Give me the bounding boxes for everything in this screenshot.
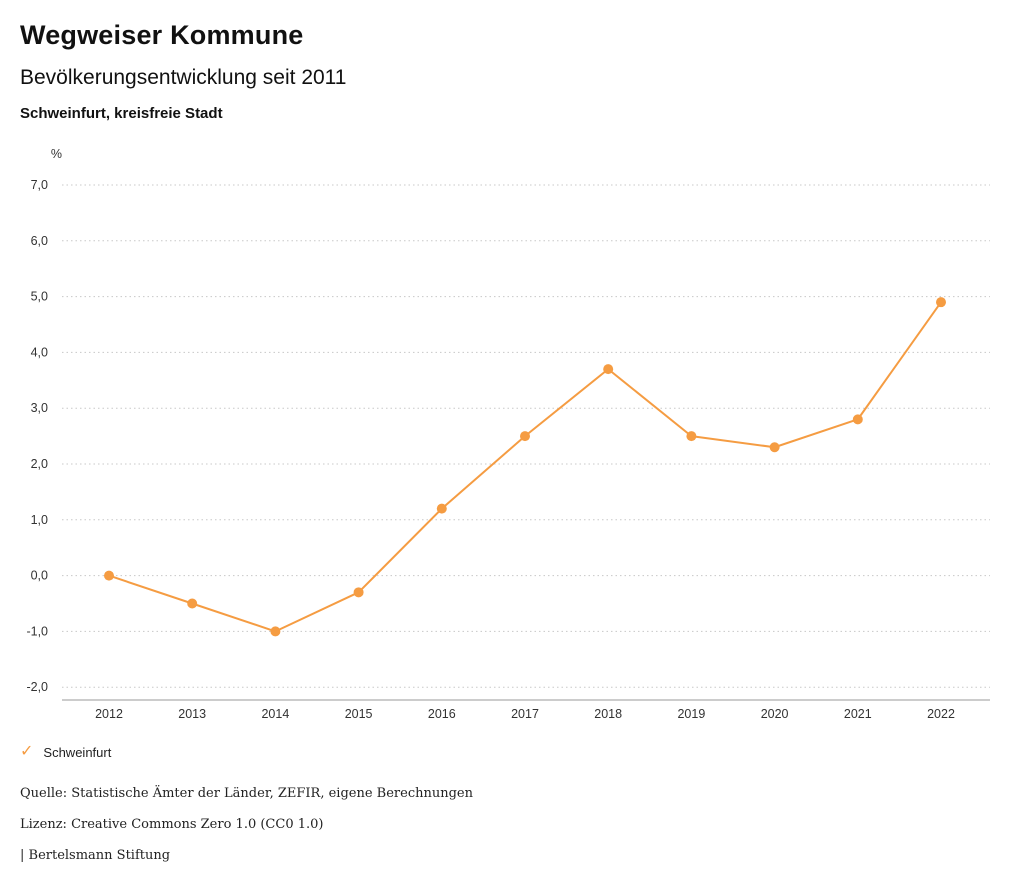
data-point[interactable] (353, 587, 364, 598)
chart-area: % 7,0 6,0 5,0 4,0 3,0 2,0 1,0 0,0 -1,0 -2,0 2012 201… (0, 140, 1024, 740)
data-point[interactable] (104, 570, 114, 581)
y-tick-label: -1,0 (26, 624, 48, 638)
legend-label-schweinfurt[interactable]: Schweinfurt (43, 744, 112, 760)
data-point[interactable] (436, 503, 447, 514)
x-tick-label: 2016 (428, 707, 456, 721)
y-tick-label: 7,0 (31, 178, 48, 192)
footer-source: Quelle: Statistische Ämter der Länder, Z… (20, 786, 473, 801)
data-point[interactable] (187, 598, 198, 609)
y-tick-label: -2,0 (26, 680, 48, 694)
x-tick-label: 2017 (511, 707, 539, 721)
x-tick-label: 2022 (927, 707, 955, 721)
x-tick-label: 2021 (844, 707, 872, 721)
x-tick-label: 2018 (594, 707, 622, 721)
y-tick-label: 1,0 (31, 513, 48, 527)
legend: ✓ Schweinfurt (20, 744, 111, 760)
y-tick-label: 4,0 (31, 345, 48, 359)
y-tick-label: 6,0 (31, 234, 48, 248)
chart-subtitle: Bevölkerungsentwicklung seit 2011 (20, 66, 347, 89)
region-label: Schweinfurt, kreisfreie Stadt (20, 105, 223, 122)
series-line (108, 301, 942, 633)
check-icon: ✓ (20, 743, 34, 760)
y-axis-unit-label: % (51, 147, 62, 161)
y-tick-label: 2,0 (31, 457, 48, 471)
page-title: Wegweiser Kommune (20, 20, 304, 50)
data-point[interactable] (686, 431, 697, 442)
x-tick-label: 2019 (677, 707, 705, 721)
footer-license: Lizenz: Creative Commons Zero 1.0 (CC0 1… (20, 817, 324, 832)
y-tick-label: 5,0 (31, 290, 48, 304)
data-point[interactable] (769, 442, 780, 453)
data-point[interactable] (603, 364, 614, 375)
data-point[interactable] (936, 297, 946, 308)
data-point[interactable] (270, 626, 281, 637)
x-tick-label: 2013 (178, 707, 206, 721)
x-tick-label: 2014 (261, 707, 289, 721)
x-tick-label: 2020 (761, 707, 789, 721)
y-tick-label: 0,0 (31, 569, 48, 583)
x-tick-label: 2015 (345, 707, 373, 721)
line-chart: % 7,0 6,0 5,0 4,0 3,0 2,0 1,0 0,0 -1,0 -2,0 2012 201… (26, 147, 990, 721)
y-tick-label: 3,0 (31, 401, 48, 415)
data-point[interactable] (852, 414, 863, 425)
data-point[interactable] (520, 431, 530, 442)
x-tick-label: 2012 (95, 707, 123, 721)
footer-publisher: | Bertelsmann Stiftung (20, 848, 171, 863)
